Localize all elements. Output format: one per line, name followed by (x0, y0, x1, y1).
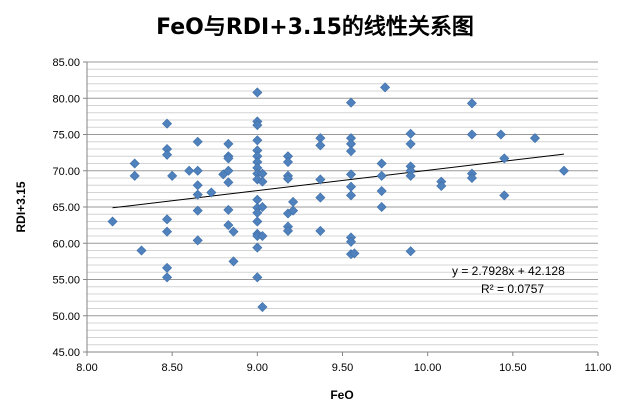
data-point (349, 248, 360, 259)
data-point (376, 170, 387, 181)
data-point (162, 149, 173, 160)
data-point (252, 120, 263, 131)
grid-lines (87, 61, 598, 353)
x-tick-label: 9.50 (332, 362, 353, 374)
data-point (223, 153, 234, 164)
data-point (288, 196, 299, 207)
data-point (282, 225, 294, 236)
x-tick-label: 8.00 (76, 362, 97, 374)
data-point (466, 129, 477, 140)
data-point (223, 138, 234, 149)
r-squared-label: R² = 0.0757 (481, 282, 544, 296)
data-point (162, 214, 173, 225)
data-point (192, 205, 203, 216)
data-point (167, 170, 178, 181)
data-point (223, 165, 234, 176)
data-point (405, 128, 416, 139)
data-point (345, 169, 357, 180)
data-point (405, 170, 416, 181)
points-layer (107, 82, 569, 313)
data-point (499, 190, 510, 201)
data-point (315, 174, 326, 185)
data-point (345, 236, 357, 247)
data-point (136, 245, 147, 256)
data-point (380, 82, 391, 93)
data-point (228, 226, 239, 237)
y-axis-label: RDI+3.15 (14, 181, 28, 232)
axes (83, 61, 599, 356)
x-tick-label: 10.50 (499, 362, 527, 374)
data-point (315, 140, 326, 151)
data-point (376, 201, 387, 213)
data-point (345, 146, 357, 157)
data-point (495, 129, 506, 140)
data-point (345, 181, 357, 192)
data-point (192, 136, 203, 147)
y-tick-label: 55.00 (52, 275, 80, 287)
data-point (376, 158, 387, 169)
data-point (257, 176, 268, 187)
data-point (376, 186, 387, 197)
y-tick-label: 85.00 (52, 57, 80, 69)
data-point (529, 133, 541, 144)
x-tick-label: 8.50 (161, 362, 182, 374)
y-tick-label: 65.00 (52, 202, 80, 214)
data-point (107, 216, 118, 227)
data-point (192, 180, 203, 191)
data-point (558, 165, 569, 176)
data-point (228, 256, 239, 267)
data-point (206, 187, 217, 198)
data-point (257, 230, 268, 242)
data-point (282, 173, 294, 184)
data-point (345, 97, 357, 108)
x-tick-label: 10.00 (414, 362, 442, 374)
x-axis-label: FeO (330, 388, 353, 402)
data-point (466, 172, 477, 184)
data-point (257, 302, 268, 313)
data-point (162, 272, 173, 283)
data-point (288, 205, 299, 216)
x-tick-label: 11.00 (585, 362, 612, 374)
trendline-equation: y = 2.7928x + 42.128 (452, 264, 565, 278)
y-tick-label: 70.00 (52, 166, 80, 178)
data-point (257, 201, 268, 213)
data-point (315, 225, 326, 236)
data-point (436, 180, 447, 191)
data-point (129, 158, 140, 169)
data-point (162, 226, 173, 237)
data-point (162, 118, 173, 129)
trendline (112, 153, 564, 209)
data-point (345, 190, 357, 201)
data-point (223, 177, 234, 188)
data-point (405, 246, 416, 257)
data-point (282, 157, 294, 168)
trendline-layer (112, 153, 564, 209)
y-tick-label: 75.00 (52, 130, 80, 142)
data-point (192, 235, 203, 246)
data-point (315, 192, 326, 203)
data-point (252, 242, 263, 253)
y-tick-label: 60.00 (52, 238, 80, 250)
y-tick-label: 80.00 (52, 93, 80, 105)
data-point (223, 204, 234, 215)
data-point (252, 216, 263, 227)
y-tick-label: 45.00 (52, 347, 80, 359)
data-point (466, 98, 477, 109)
data-point (252, 272, 263, 283)
data-point (252, 135, 263, 146)
data-point (184, 165, 195, 176)
tick-labels: 45.00 50.00 55.00 60.00 65.00 70.00 75.00 80.00… (52, 57, 611, 374)
data-point (223, 220, 234, 231)
data-point (252, 87, 263, 98)
y-tick-label: 50.00 (52, 311, 80, 323)
data-point (499, 153, 510, 164)
chart-title: FeO与RDI+3.15的线性关系图 (156, 14, 474, 40)
data-point (405, 138, 416, 149)
data-point (192, 165, 203, 176)
data-point (192, 189, 203, 200)
x-tick-label: 9.00 (247, 362, 268, 374)
data-point (129, 170, 140, 181)
